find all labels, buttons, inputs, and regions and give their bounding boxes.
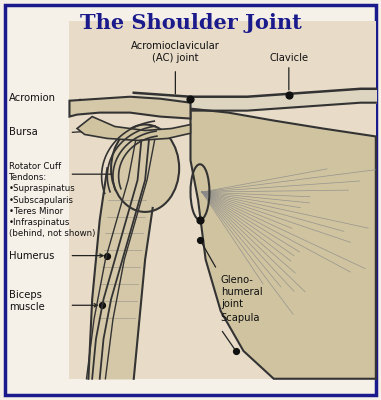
Text: Clavicle: Clavicle <box>269 53 308 63</box>
Polygon shape <box>69 97 190 118</box>
Polygon shape <box>88 168 153 379</box>
Text: The Shoulder Joint: The Shoulder Joint <box>80 13 301 33</box>
Text: Rotator Cuff
Tendons:
•Supraspinatus
•Subscapularis
•Teres Minor
•Infraspinatus
: Rotator Cuff Tendons: •Supraspinatus •Su… <box>9 162 95 238</box>
Polygon shape <box>69 21 376 379</box>
Text: Bursa: Bursa <box>9 128 38 138</box>
Ellipse shape <box>111 124 179 212</box>
Polygon shape <box>77 116 190 140</box>
Text: Biceps
muscle: Biceps muscle <box>9 290 45 312</box>
Text: Scapula: Scapula <box>221 313 260 323</box>
Text: Acromion: Acromion <box>9 92 56 102</box>
Text: Acromioclavicular
(AC) joint: Acromioclavicular (AC) joint <box>131 41 220 63</box>
Text: Humerus: Humerus <box>9 251 54 261</box>
Polygon shape <box>190 109 376 379</box>
Text: Gleno-
humeral
joint: Gleno- humeral joint <box>221 276 263 309</box>
